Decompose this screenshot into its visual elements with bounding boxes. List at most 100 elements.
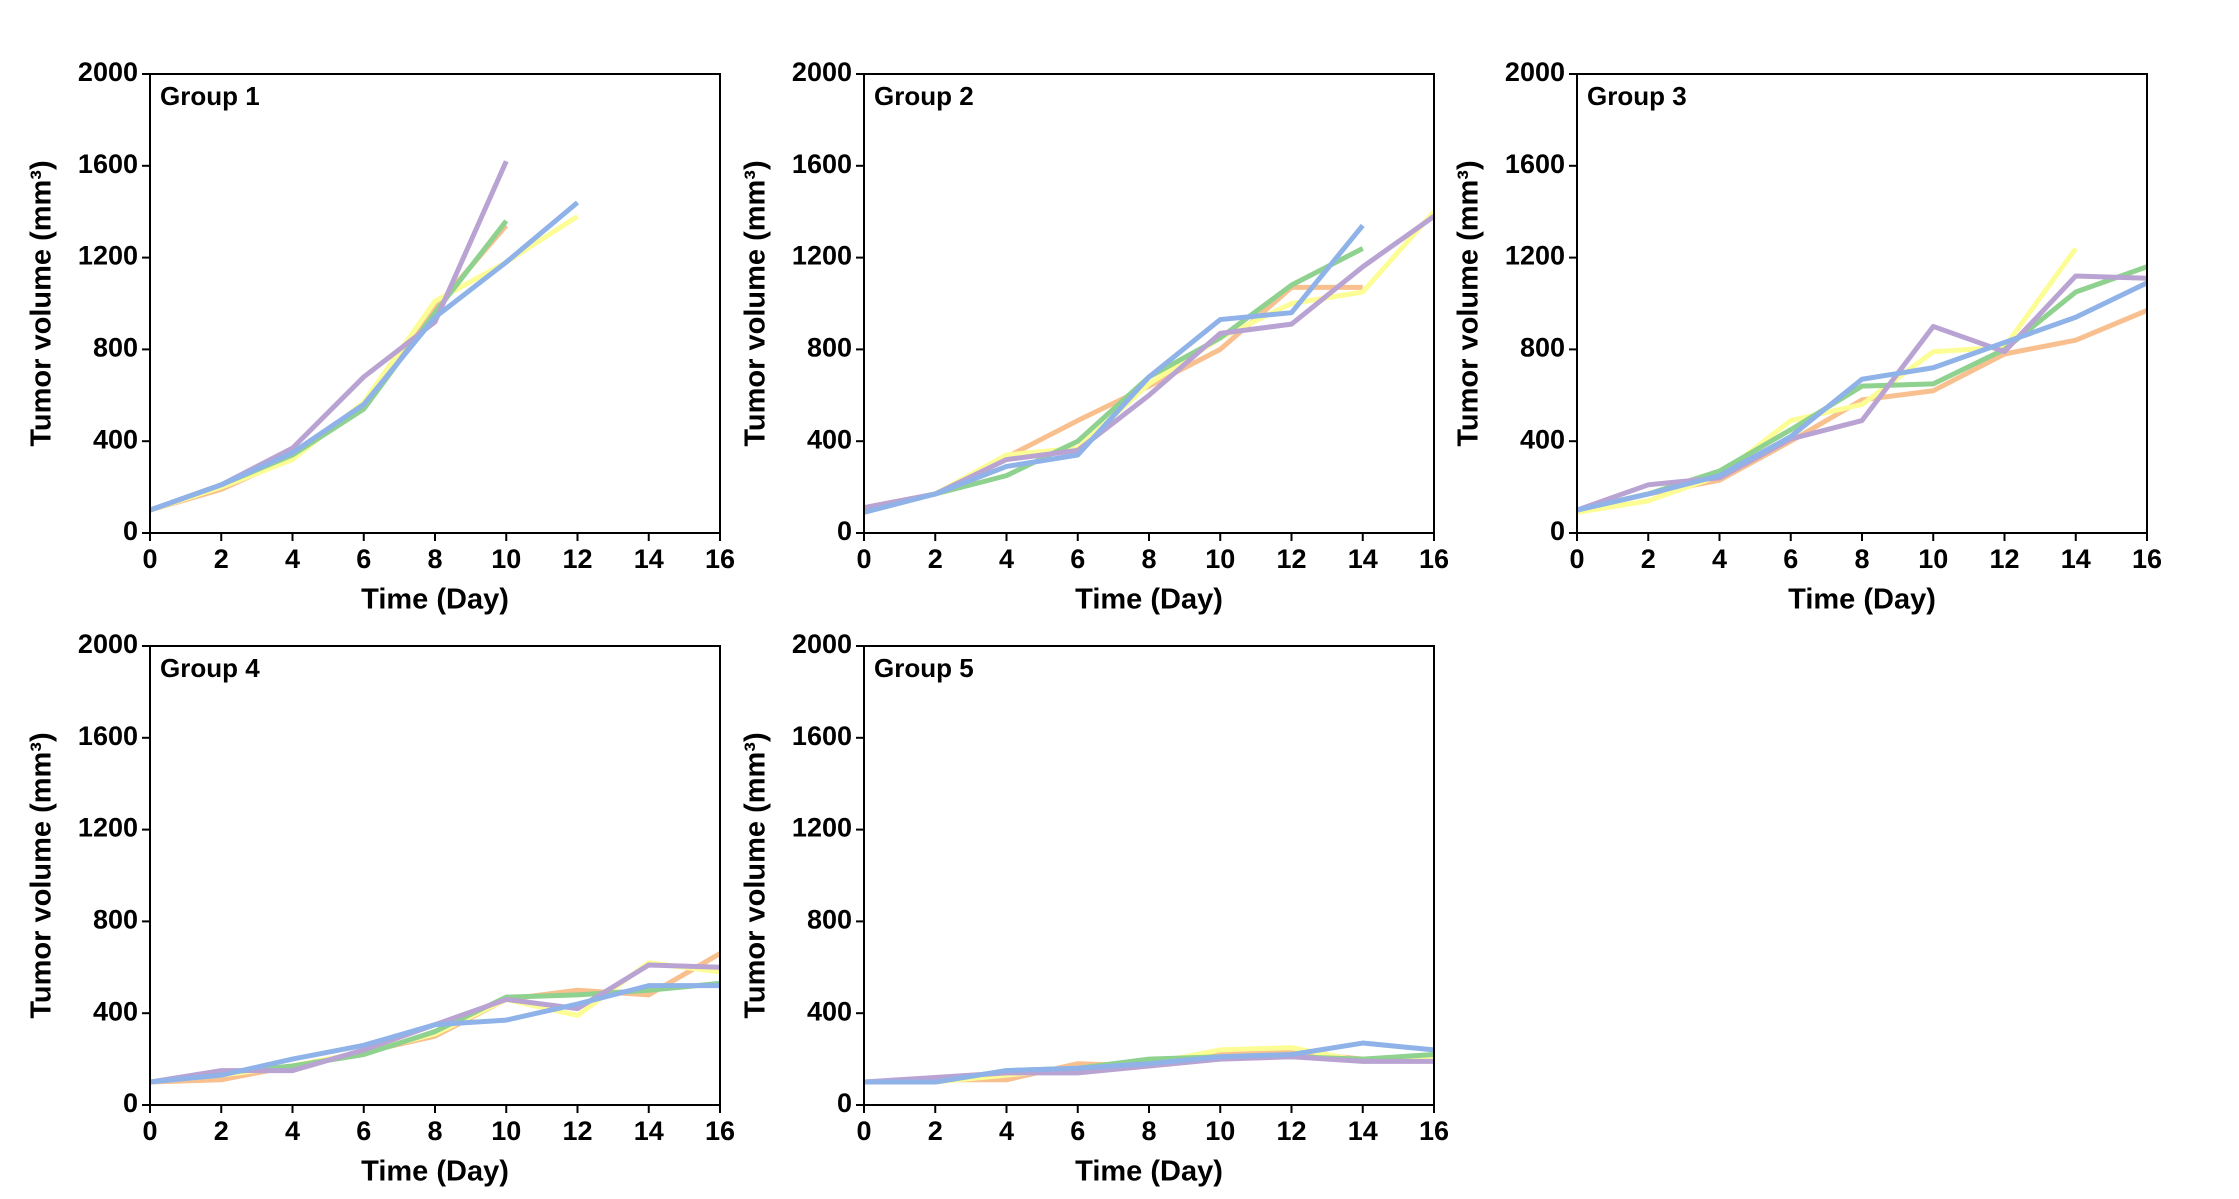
- plot-frame: [863, 73, 1435, 534]
- y-tick-label: 800: [807, 333, 852, 363]
- x-tick-label: 12: [1276, 1116, 1306, 1146]
- data-line: [1576, 280, 2149, 513]
- plot-frame: [863, 645, 1435, 1106]
- data-line: [863, 223, 1365, 515]
- x-tick-label: 14: [1348, 1116, 1378, 1146]
- x-axis-label: Time (Day): [1075, 1156, 1223, 1188]
- y-tick-label: 2000: [78, 629, 138, 659]
- x-tick-label: 16: [1419, 544, 1449, 574]
- y-axis-label: Tumor volume (mm³): [26, 732, 58, 1018]
- y-tick-label: 0: [123, 516, 138, 546]
- panel: 0 400 800 1200 1600 2000 0 2 4 6 8 10 12 14 16 Group 1 T…: [26, 57, 735, 616]
- x-tick-label: 10: [1205, 1116, 1235, 1146]
- panel: 0 400 800 1200 1600 2000 0 2 4 6 8 10 12 14 16 Group 2 T…: [740, 57, 1449, 616]
- x-axis-label: Time (Day): [1788, 584, 1936, 616]
- x-tick-label: 16: [2132, 544, 2162, 574]
- x-tick-label: 14: [1348, 544, 1378, 574]
- data-line: [149, 219, 509, 513]
- x-tick-label: 16: [705, 544, 735, 574]
- y-tick-label: 0: [837, 1088, 852, 1118]
- x-tick-label: 8: [427, 544, 442, 574]
- y-tick-label: 400: [93, 424, 138, 454]
- y-tick-label: 0: [837, 516, 852, 546]
- data-line: [149, 980, 721, 1085]
- y-tick-label: 1600: [792, 149, 852, 179]
- x-tick-label: 0: [856, 544, 871, 574]
- data-line: [863, 246, 1364, 513]
- x-tick-label: 10: [1918, 544, 1948, 574]
- x-tick-label: 8: [1141, 544, 1156, 574]
- y-tick-label: 800: [93, 905, 138, 935]
- y-tick-label: 800: [807, 905, 852, 935]
- y-tick-label: 800: [1520, 333, 1565, 363]
- y-tick-label: 1200: [78, 241, 138, 271]
- x-tick-label: 12: [562, 1116, 592, 1146]
- data-line: [864, 1040, 1435, 1085]
- data-line: [1576, 308, 2148, 513]
- data-line: [149, 200, 580, 513]
- y-tick-label: 0: [1550, 516, 1565, 546]
- y-axis-label: Tumor volume (mm³): [740, 732, 772, 1018]
- panel-title: Group 5: [874, 653, 974, 683]
- y-tick-label: 1200: [1505, 241, 1565, 271]
- data-line: [1576, 246, 2078, 515]
- x-tick-label: 6: [1070, 544, 1085, 574]
- x-tick-label: 6: [1070, 1116, 1085, 1146]
- panel-title: Group 2: [874, 81, 974, 111]
- panel: 0 400 800 1200 1600 2000 0 2 4 6 8 10 12 14 16 Group 3 T…: [1453, 57, 2162, 616]
- y-tick-label: 1600: [78, 149, 138, 179]
- x-axis-label: Time (Day): [361, 1156, 509, 1188]
- panel-title: Group 3: [1587, 81, 1687, 111]
- panel-title: Group 4: [160, 653, 260, 683]
- data-line: [149, 223, 509, 513]
- x-tick-label: 4: [285, 1116, 300, 1146]
- x-tick-label: 2: [928, 544, 943, 574]
- y-axis-label: Tumor volume (mm³): [1453, 160, 1485, 446]
- x-tick-label: 10: [491, 544, 521, 574]
- y-tick-label: 400: [807, 996, 852, 1026]
- x-tick-label: 2: [1641, 544, 1656, 574]
- y-tick-label: 2000: [78, 57, 138, 87]
- data-line: [1576, 273, 2148, 513]
- panel: 0 400 800 1200 1600 2000 0 2 4 6 8 10 12 14 16 Group 4 T…: [26, 629, 735, 1188]
- x-tick-label: 6: [356, 544, 371, 574]
- x-tick-label: 6: [356, 1116, 371, 1146]
- data-line: [149, 160, 509, 513]
- data-line: [1576, 264, 2148, 513]
- y-tick-label: 1600: [1505, 149, 1565, 179]
- y-tick-label: 400: [93, 996, 138, 1026]
- x-tick-label: 16: [705, 1116, 735, 1146]
- y-tick-label: 1200: [78, 813, 138, 843]
- y-tick-label: 1600: [792, 721, 852, 751]
- data-line: [149, 214, 579, 513]
- x-tick-label: 16: [1419, 1116, 1449, 1146]
- y-axis-label: Tumor volume (mm³): [26, 160, 58, 446]
- data-line: [863, 214, 1436, 511]
- y-tick-label: 400: [807, 424, 852, 454]
- x-tick-label: 12: [1276, 544, 1306, 574]
- x-tick-label: 14: [634, 544, 664, 574]
- x-tick-label: 2: [214, 1116, 229, 1146]
- x-tick-label: 4: [999, 544, 1014, 574]
- x-tick-label: 4: [285, 544, 300, 574]
- x-tick-label: 8: [1854, 544, 1869, 574]
- data-line: [863, 284, 1363, 511]
- x-tick-label: 0: [142, 1116, 157, 1146]
- x-tick-label: 4: [999, 1116, 1014, 1146]
- y-tick-label: 800: [93, 333, 138, 363]
- y-tick-label: 2000: [792, 629, 852, 659]
- x-tick-label: 10: [491, 1116, 521, 1146]
- y-axis-label: Tumor volume (mm³): [740, 160, 772, 446]
- x-tick-label: 12: [1989, 544, 2019, 574]
- x-tick-label: 0: [1569, 544, 1584, 574]
- y-tick-label: 0: [123, 1088, 138, 1118]
- x-tick-label: 8: [427, 1116, 442, 1146]
- y-tick-label: 1200: [792, 241, 852, 271]
- x-tick-label: 14: [634, 1116, 664, 1146]
- y-tick-label: 2000: [1505, 57, 1565, 87]
- y-tick-label: 1200: [792, 813, 852, 843]
- x-tick-label: 8: [1141, 1116, 1156, 1146]
- x-tick-label: 2: [928, 1116, 943, 1146]
